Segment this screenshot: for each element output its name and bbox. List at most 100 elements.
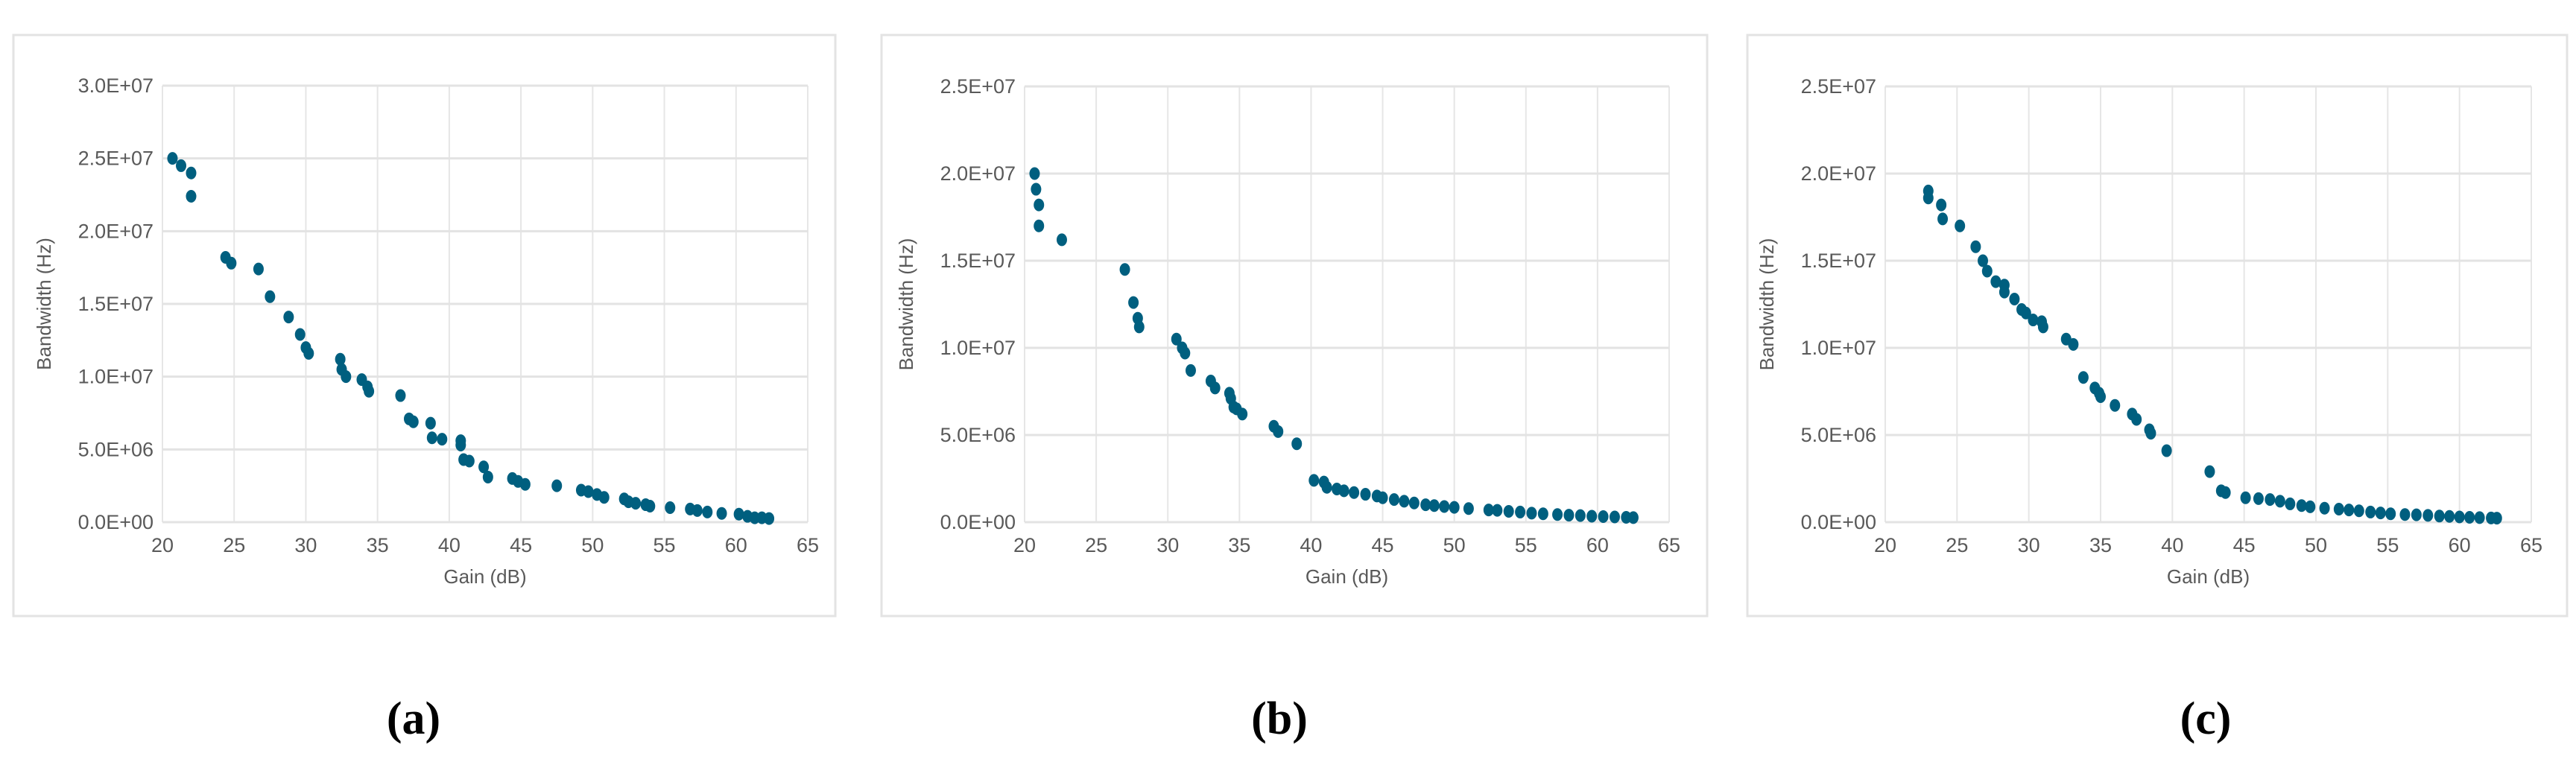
data-point <box>1237 407 1248 421</box>
x-tick-label: 65 <box>1658 534 1680 556</box>
x-tick-label: 60 <box>2449 534 2471 556</box>
data-point <box>2204 465 2215 478</box>
data-point <box>482 470 493 483</box>
x-axis-title: Gain (dB) <box>443 565 526 588</box>
data-point <box>437 433 448 446</box>
chart-panel-a: 20 25 30 35 40 45 50 55 60 65 0.0E+00 5.0E+06 1.0E+0… <box>12 34 837 744</box>
y-tick-label: 0.0E+00 <box>1801 511 1876 533</box>
data-point <box>283 311 294 324</box>
data-point <box>1291 437 1303 451</box>
x-tick-label: 40 <box>438 534 461 556</box>
panel-label: (c) <box>2180 693 2232 744</box>
x-tick-label: 55 <box>2376 534 2399 556</box>
data-point <box>1029 167 1040 180</box>
x-tick-label: 25 <box>1085 534 1107 556</box>
data-point <box>1609 510 1620 524</box>
data-point <box>2009 292 2020 305</box>
data-point <box>1586 510 1598 523</box>
y-tick-label: 2.5E+07 <box>1801 75 1876 98</box>
data-point <box>1990 275 2001 288</box>
data-point <box>583 485 594 498</box>
data-point <box>2344 504 2355 517</box>
data-point <box>1360 488 1371 501</box>
data-point <box>176 159 187 172</box>
data-point <box>2095 390 2106 404</box>
x-tick-label: 50 <box>2305 534 2327 556</box>
data-point <box>463 454 475 468</box>
data-point <box>2145 427 2156 440</box>
data-point <box>1537 507 1548 521</box>
data-point <box>1119 263 1130 276</box>
x-tick-label: 35 <box>1228 534 1250 556</box>
x-tick-label: 50 <box>581 534 604 556</box>
data-point <box>408 415 419 428</box>
data-point <box>1955 219 1966 232</box>
data-point <box>630 497 642 510</box>
data-point <box>2454 510 2465 524</box>
y-tick-label: 5.0E+06 <box>940 424 1016 446</box>
x-tick-label: 35 <box>367 534 389 556</box>
data-point <box>1552 508 1563 521</box>
data-point <box>1978 254 1989 267</box>
x-tick-label: 55 <box>654 534 676 556</box>
y-tick-label: 2.0E+07 <box>1801 162 1876 185</box>
y-axis-title: Bandwidth (Hz) <box>33 238 55 370</box>
x-axis-title: Gain (dB) <box>2167 565 2250 588</box>
data-point <box>1034 198 1045 212</box>
y-tick-label: 5.0E+06 <box>78 438 154 460</box>
data-point <box>1937 212 1949 226</box>
data-point <box>253 262 264 276</box>
data-point <box>2444 510 2455 523</box>
data-point <box>167 152 178 165</box>
data-point <box>1492 504 1503 517</box>
y-tick-label: 2.0E+07 <box>78 220 154 242</box>
data-point <box>1463 502 1474 515</box>
data-point <box>1526 507 1537 520</box>
data-point <box>1563 509 1575 522</box>
data-point <box>478 460 490 474</box>
data-point <box>2411 508 2422 521</box>
data-point <box>2365 505 2376 518</box>
data-point <box>2068 337 2079 351</box>
data-point <box>2399 508 2411 521</box>
y-axis-title: Bandwidth (Hz) <box>1756 238 1778 371</box>
data-point <box>2285 497 2296 510</box>
data-point <box>2077 371 2089 384</box>
data-point <box>1128 296 1139 309</box>
data-point <box>2253 492 2264 505</box>
y-tick-label: 3.0E+07 <box>78 74 154 97</box>
data-point <box>2274 495 2285 508</box>
chart-frame <box>12 34 837 618</box>
data-point <box>1133 320 1145 334</box>
data-point <box>426 431 437 445</box>
x-tick-label: 30 <box>1156 534 1179 556</box>
data-point <box>2491 512 2502 525</box>
data-point <box>1449 501 1460 514</box>
data-point <box>341 370 352 384</box>
y-tick-label: 1.5E+07 <box>940 250 1016 272</box>
data-point <box>1388 493 1399 507</box>
data-point <box>1338 484 1349 498</box>
x-tick-label: 30 <box>2018 534 2040 556</box>
x-tick-label: 40 <box>2161 534 2183 556</box>
x-tick-label: 45 <box>2233 534 2256 556</box>
data-point <box>2353 504 2364 518</box>
x-tick-label: 20 <box>151 534 174 556</box>
data-point <box>1483 504 1494 517</box>
data-point <box>2028 314 2039 327</box>
data-point <box>226 256 237 270</box>
data-point <box>2474 511 2485 524</box>
data-point <box>764 512 775 525</box>
data-point <box>335 352 346 366</box>
data-point <box>2110 399 2121 412</box>
data-point <box>645 500 656 513</box>
x-tick-label: 65 <box>2520 534 2542 556</box>
panel-label: (b) <box>1251 693 1308 744</box>
data-point <box>1171 332 1182 346</box>
panel-label: (a) <box>387 693 440 744</box>
data-point <box>1627 511 1639 524</box>
data-point <box>1349 486 1360 499</box>
data-point <box>1034 219 1045 232</box>
x-tick-label: 35 <box>2089 534 2112 556</box>
data-point <box>1420 498 1431 512</box>
